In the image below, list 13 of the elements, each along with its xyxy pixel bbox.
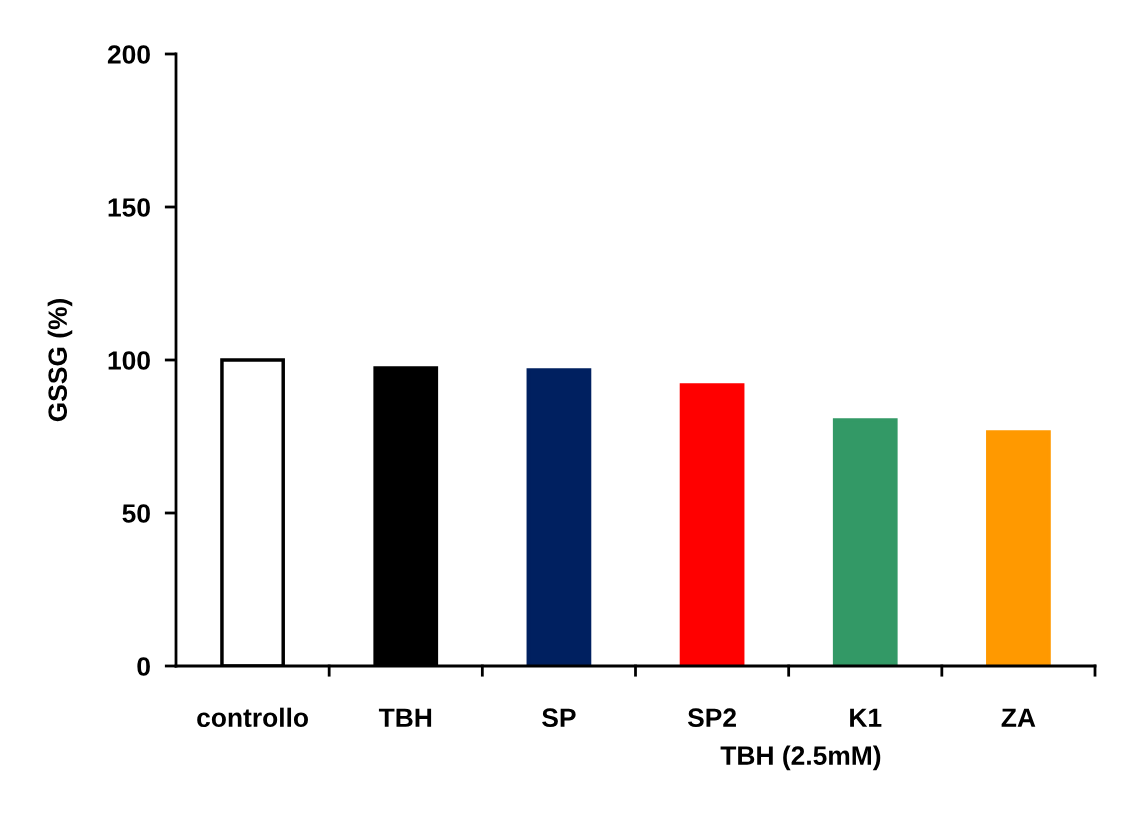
y-axis-title: GSSG (%)	[47, 299, 73, 422]
y-tick-label: 50	[122, 504, 150, 523]
x-tick-label: controllo	[197, 707, 308, 728]
x-tick-label: K1	[850, 708, 882, 727]
y-tick-label: 200	[107, 45, 150, 64]
x-axis-title: TBH (2.5mM)	[720, 745, 881, 771]
y-tick-label: 0	[137, 657, 150, 676]
x-tick-label: SP	[542, 708, 576, 728]
x-tick-label: ZA	[1001, 708, 1036, 727]
y-tick-label: 150	[108, 198, 150, 217]
x-tick-label: SP2	[687, 708, 736, 728]
y-tick-label: 100	[108, 351, 150, 370]
x-tick-label: TBH	[378, 708, 432, 727]
